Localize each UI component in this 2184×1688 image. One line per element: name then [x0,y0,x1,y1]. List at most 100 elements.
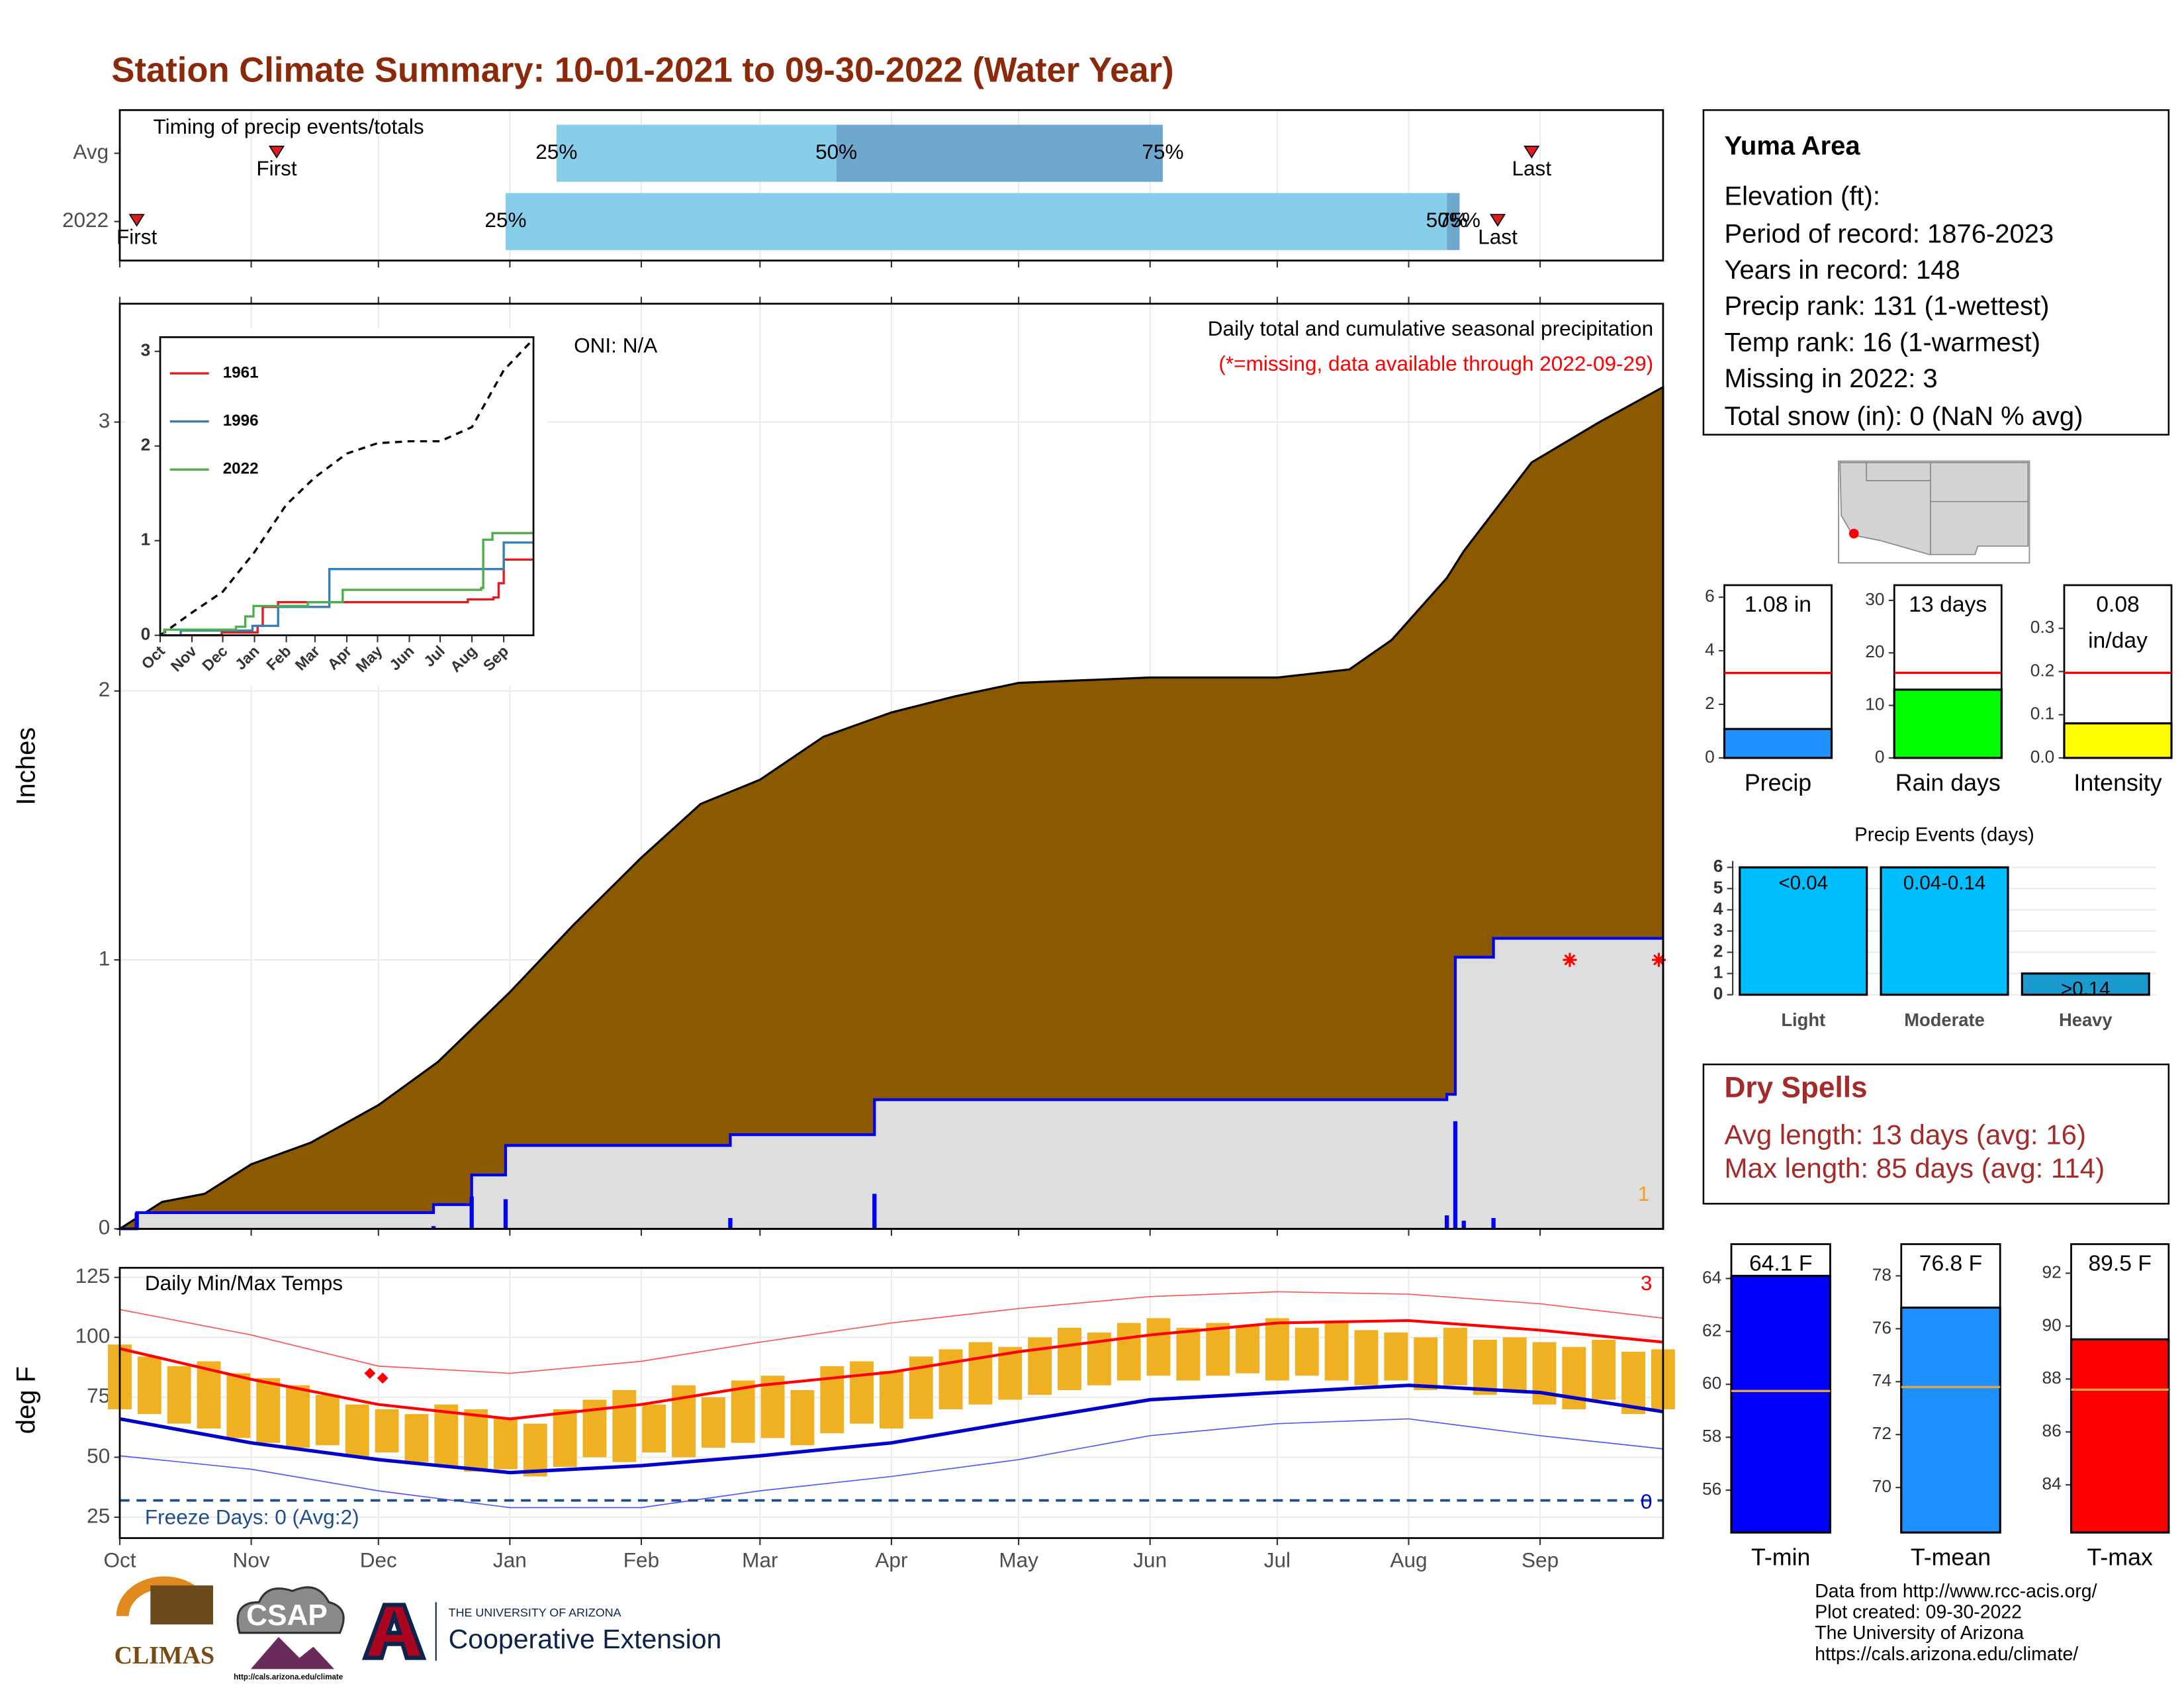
count-below: 0 [1641,1489,1653,1513]
quantile-label: 50% [815,140,857,164]
x-tick-label: Mar [742,1548,778,1572]
y-tick-label: 1 [99,946,111,970]
y-tick-label: 78 [1872,1264,1891,1284]
y-tick-label: 0.0 [2030,747,2055,767]
daily-range-bar [1295,1327,1319,1376]
quantile-label: 25% [484,208,526,232]
missing-note: (*=missing, data available through 2022-… [1218,352,1653,375]
category-label: Intensity [2073,769,2161,796]
category-label: T-max [2087,1544,2153,1571]
y-tick-label: 64 [1702,1267,1721,1287]
daily-range-bar [375,1409,399,1453]
value-label: 64.1 F [1749,1252,1813,1276]
y-tick-label: 125 [75,1264,111,1288]
event-marker [128,214,145,227]
dry-spells-box: Dry Spells Avg length: 13 days (avg: 16)… [1702,1063,2170,1205]
daily-range-bar [226,1373,251,1438]
daily-bar [728,1218,733,1229]
quantile-label: 75% [1439,208,1480,232]
quantile-bar [1447,193,1460,250]
quantile-label: 75% [1142,140,1183,164]
y-tick-label: 1 [1713,962,1723,982]
daily-range-bar [1206,1323,1230,1376]
bar [1730,1274,1832,1534]
y-tick-label: 10 [1865,694,1884,714]
y-tick-label: 86 [2042,1421,2062,1440]
quantile-bar [556,124,837,182]
temp-line [119,1319,1664,1421]
info-title: Yuma Area [1724,132,1860,161]
y-tick-label: 0.2 [2030,660,2055,680]
csap-cloud [236,1586,345,1634]
y-tick-label: 0.1 [2030,704,2055,724]
csap-logo-text: CSAP [246,1599,328,1632]
y-tick-label: 60 [1702,1373,1721,1393]
locator-map [1838,460,2030,564]
value-label-box: 64.1 F [1749,1252,1813,1276]
daily-range-bar [880,1370,903,1429]
temp-line [119,1418,1663,1509]
daily-range-bar [938,1349,963,1409]
bin-label: >0.14 [2061,978,2111,1000]
y-tick-label: 90 [2042,1315,2062,1335]
footer: Data from http://www.rcc-acis.org/ Plot … [1815,1581,2097,1665]
value-label: 1.08 in [1744,593,1812,618]
event-label: Last [1512,156,1551,180]
daily-range-bar [286,1385,310,1448]
bar [1893,688,2003,759]
daily-range-bar [137,1356,161,1415]
inset-bg [125,328,548,686]
daily-range-bar [1176,1327,1201,1381]
x-tick-label: Nov [233,1548,270,1572]
info-line: Period of record: 1876-2023 [1724,219,2054,248]
category-label: Moderate [1904,1009,1985,1030]
daily-range-bar [553,1409,577,1467]
plot-frame [159,336,535,637]
daily-bar [1491,1218,1496,1229]
footer-line: The University of Arizona [1815,1622,2024,1644]
dry-spells-line: Max length: 85 days (avg: 114) [1724,1152,2105,1184]
info-frame [1702,109,2170,436]
ua-extension: Cooperative Extension [449,1624,722,1654]
y-tick-label: 30 [1865,589,1884,609]
y-tick-label: 2 [1713,941,1723,961]
value-label-box: 0.08 in/day [2088,593,2148,654]
y-tick-label: 2 [141,435,151,455]
value-label: 0.08 in/day [2088,593,2148,654]
daily-bar [469,1196,474,1229]
csap-url: http://cals.arizona.edu/climate [234,1673,343,1681]
daily-range-bar [1621,1352,1645,1415]
y-tick-label: 25 [87,1503,110,1527]
bar [1880,866,2009,996]
y-tick-label: 4 [1713,898,1723,918]
category-label: T-min [1751,1544,1810,1571]
y-tick-label: 76 [1872,1317,1891,1337]
daily-range-bar [1354,1330,1379,1385]
missing-marker [364,1368,376,1380]
daily-range-bar [345,1404,369,1458]
value-label-box: 76.8 F [1919,1252,1983,1276]
daily-range-bar [167,1366,191,1424]
info-line: Temp rank: 16 (1-warmest) [1724,328,2040,357]
value-label: 76.8 F [1919,1252,1983,1276]
series-line [160,532,534,637]
chart-title: Precip Events (days) [1854,824,2034,846]
bar [2063,722,2173,759]
daily-bar [431,1226,436,1229]
daily-range-bar [523,1423,547,1477]
missing-marker [1651,953,1666,967]
bar [1739,866,1868,996]
info-line: Elevation (ft): [1724,181,1880,211]
dry-spells-title: Dry Spells [1724,1072,1867,1104]
x-tick-label: Apr [875,1548,907,1572]
category-label: Light [1781,1009,1825,1030]
ua-logo [361,1603,427,1660]
quantile-bar [836,124,1163,182]
event-marker [268,146,285,159]
daily-range-bar [642,1404,666,1453]
legend-label: 1996 [223,412,259,430]
footer-line: Data from http://www.rcc-acis.org/ [1815,1581,2097,1602]
logos: CLIMAS CSAP http://cals.arizona.edu/clim… [114,1576,722,1681]
daily-range-bar [256,1378,281,1443]
